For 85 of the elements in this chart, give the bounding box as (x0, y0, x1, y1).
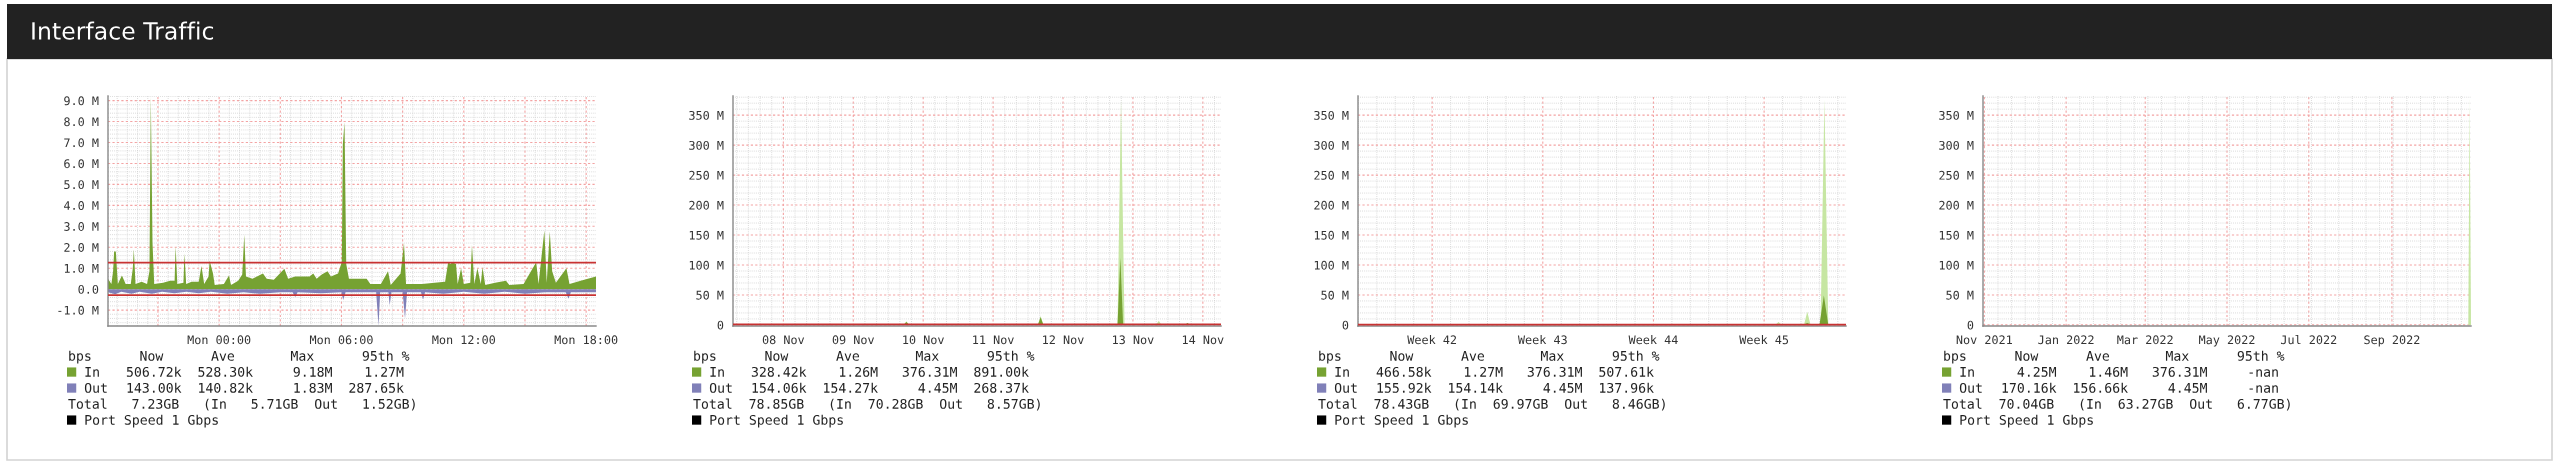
x-tick-label: 12 Nov (1043, 335, 1084, 345)
y-tick-label: 100 M (1314, 260, 1349, 270)
x-tick-label: 13 Nov (1113, 335, 1154, 345)
y-tick-label: 4.0 M (64, 201, 99, 211)
x-tick-label: Week 45 (1739, 335, 1789, 345)
y-tick-label: 200 M (689, 200, 724, 210)
x-tick-label: Mon 18:00 (554, 335, 618, 345)
y-tick-label: 350 M (689, 110, 724, 120)
chart-title: Interface Traffic (32, 21, 214, 40)
y-tick-label: 200 M (1939, 200, 1974, 210)
y-tick-label: 150 M (689, 230, 724, 240)
y-tick-label: 6.0 M (64, 159, 99, 169)
y-tick-label: 350 M (1314, 110, 1349, 120)
y-tick-label: 250 M (1939, 170, 1974, 180)
text: Total 7.23GB (In 5.71GB Out 1.52GB) (68, 398, 415, 411)
y-tick-label: 250 M (689, 170, 724, 180)
y-tick-label: 0 (717, 320, 724, 330)
y-tick-label: 50 M (696, 290, 724, 300)
legend-label: Out (709, 382, 732, 393)
text: 154.06k 154.27k 4.45M 268.37k (752, 382, 1029, 393)
y-tick-label: 2.0 M (64, 242, 99, 252)
y-tick-label: 9.0 M (64, 96, 99, 106)
y-tick-label: 150 M (1314, 230, 1349, 240)
text: bps Now Ave Max 95th % (694, 350, 1035, 364)
y-tick-label: 7.0 M (64, 138, 99, 148)
legend-label: Out (84, 382, 107, 393)
legend-label: Out (1959, 382, 1982, 393)
text: Total 70.04GB (In 63.27GB Out 6.77GB) (1943, 398, 2290, 411)
y-tick-label: 100 M (1939, 260, 1974, 270)
y-tick-label: 300 M (1314, 140, 1349, 150)
x-tick-label: Nov 2021 (1956, 335, 2012, 345)
y-tick-label: -1.0 M (58, 305, 99, 315)
y-tick-label: 300 M (1939, 140, 1974, 150)
x-tick-label: Sep 2022 (2364, 335, 2420, 347)
y-tick-label: 50 M (1946, 290, 1974, 300)
text: 143.00k 140.82k 1.83M 287.65k (127, 382, 404, 393)
legend-label: Port Speed 1 Gbps (85, 414, 218, 428)
text: 4.25M 1.46M 376.31M -nan (2017, 366, 2278, 377)
x-tick-label: Mon 00:00 (187, 335, 251, 345)
text: 155.92k 154.14k 4.45M 137.96k (1377, 382, 1654, 393)
y-tick-label: 350 M (1939, 110, 1974, 120)
text: 506.72k 528.30k 9.18M 1.27M (126, 366, 404, 377)
y-tick-label: 300 M (689, 140, 724, 150)
x-tick-label: Mon 06:00 (309, 335, 373, 345)
legend-label: Out (1334, 382, 1357, 393)
x-tick-label: Week 42 (1407, 335, 1457, 345)
y-tick-label: 200 M (1314, 200, 1349, 210)
y-tick-label: 1.0 M (64, 263, 99, 273)
legend-label: In (710, 367, 724, 377)
text: Total 78.43GB (In 69.97GB Out 8.46GB) (1318, 398, 1665, 411)
x-tick-label: Mar 2022 (2117, 335, 2173, 345)
y-tick-label: 8.0 M (64, 117, 99, 127)
text: bps Now Ave Max 95th % (1319, 350, 1660, 364)
y-tick-label: 5.0 M (64, 180, 99, 190)
x-tick-label: 08 Nov (762, 335, 805, 345)
x-tick-label: Week 44 (1628, 335, 1678, 345)
text: 466.58k 1.27M 376.31M 507.61k (1376, 366, 1654, 377)
x-tick-label: 11 Nov (973, 335, 1014, 345)
x-tick-label: 09 Nov (832, 335, 875, 345)
text: 170.16k 156.66k 4.45M -nan (2002, 382, 2278, 393)
legend-label: Port Speed 1 Gbps (1960, 414, 2093, 428)
legend-label: In (1335, 367, 1349, 377)
y-tick-label: 150 M (1939, 230, 1974, 240)
y-tick-label: 3.0 M (64, 222, 99, 231)
x-tick-label: Mon 12:00 (432, 335, 496, 345)
text: bps Now Ave Max 95th % (69, 350, 410, 364)
legend-label: In (1960, 367, 1974, 377)
legend-label: Port Speed 1 Gbps (1335, 414, 1468, 428)
y-tick-label: 0.0 (78, 284, 99, 294)
y-tick-label: 100 M (689, 260, 724, 270)
x-tick-label: 10 Nov (903, 335, 944, 345)
x-tick-label: May 2022 (2199, 335, 2255, 347)
y-tick-label: 50 M (1321, 290, 1349, 300)
y-tick-label: 0 (1967, 320, 1974, 330)
y-tick-label: 0 (1342, 320, 1349, 330)
text: Total 78.85GB (In 70.28GB Out 8.57GB) (693, 398, 1040, 411)
x-tick-label: Jan 2022 (2038, 335, 2094, 345)
text: bps Now Ave Max 95th % (1944, 350, 2285, 364)
legend-label: Port Speed 1 Gbps (710, 414, 843, 428)
x-tick-label: 14 Nov (1182, 335, 1224, 345)
y-tick-label: 250 M (1314, 170, 1349, 180)
x-tick-label: Jul 2022 (2280, 335, 2337, 345)
text: 328.42k 1.26M 376.31M 891.00k (751, 366, 1029, 377)
x-tick-label: Week 43 (1517, 335, 1567, 345)
legend-label: In (85, 367, 99, 377)
